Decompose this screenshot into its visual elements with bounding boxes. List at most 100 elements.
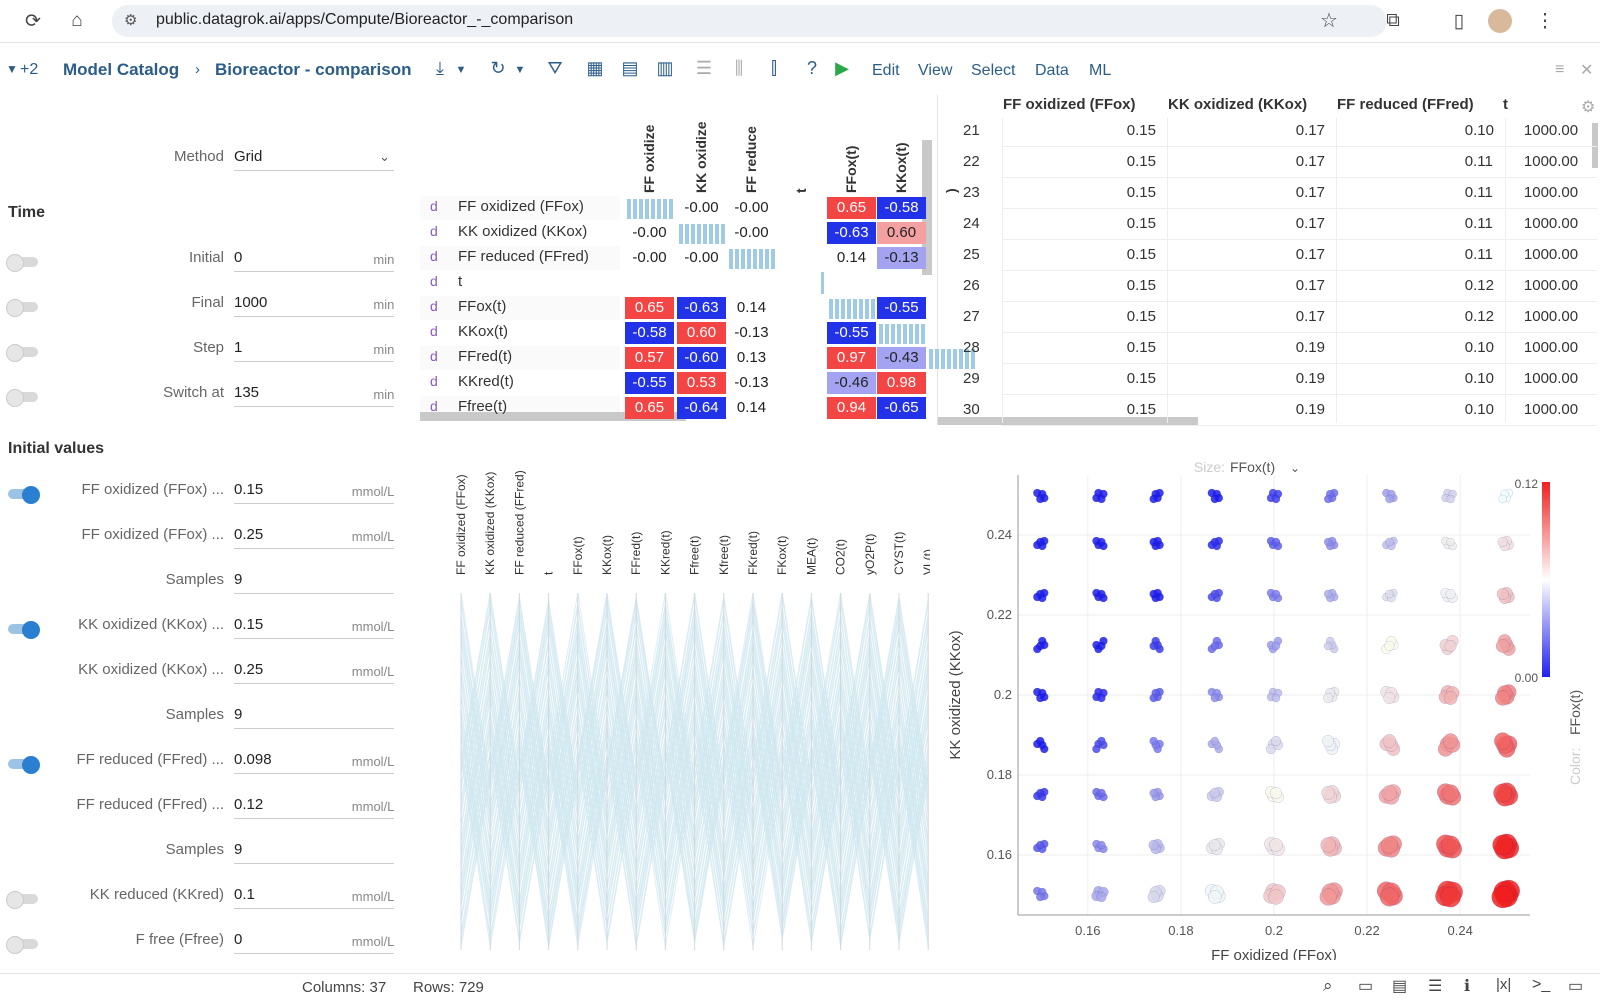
scatter-point[interactable] bbox=[1323, 494, 1333, 504]
grid-column-header[interactable]: t bbox=[1503, 96, 1508, 113]
grid-cell[interactable]: 0.15 bbox=[1126, 153, 1156, 170]
extensions-icon[interactable]: ⧉ bbox=[1386, 10, 1400, 31]
scatter-point[interactable] bbox=[1036, 589, 1045, 599]
corr-row-label[interactable]: KKox(t) bbox=[458, 323, 509, 340]
grid-icon[interactable]: ▦ bbox=[586, 58, 604, 78]
grid-cell[interactable]: 0.10 bbox=[1464, 339, 1494, 356]
scatter-point[interactable] bbox=[1270, 735, 1282, 747]
scatter-point[interactable] bbox=[1442, 733, 1459, 749]
grid-cell[interactable]: 1000.00 bbox=[1523, 246, 1579, 263]
corr-cell[interactable]: -0.64 bbox=[677, 397, 726, 419]
grid-row-number[interactable]: 24 bbox=[963, 215, 980, 232]
presentation-icon[interactable]: ▭ bbox=[1568, 978, 1584, 995]
scatter-point[interactable] bbox=[1097, 840, 1106, 850]
pc-axis-label[interactable]: FKred(t) bbox=[746, 531, 760, 575]
corr-cell[interactable]: 0.65 bbox=[827, 197, 876, 219]
pc-axis-label[interactable]: Kfree(t) bbox=[717, 535, 731, 575]
address-bar[interactable]: ⚙ public.datagrok.ai/apps/Compute/Biorea… bbox=[112, 5, 1387, 37]
grid-cell[interactable]: 0.15 bbox=[1126, 277, 1156, 294]
param-input[interactable]: 0.1 bbox=[234, 884, 394, 909]
more-icon[interactable]: ⋮ bbox=[1535, 10, 1555, 32]
corr-cell[interactable]: -0.00 bbox=[684, 199, 719, 216]
grid-cell[interactable]: 0.11 bbox=[1464, 246, 1493, 263]
scatter-point[interactable] bbox=[1210, 589, 1220, 599]
scatter-point[interactable] bbox=[1097, 494, 1106, 504]
pc-axis-label[interactable]: KK oxidized (KKox) bbox=[483, 472, 497, 575]
scatter-point[interactable] bbox=[1036, 641, 1045, 651]
scatter-point[interactable] bbox=[1149, 494, 1158, 504]
grid-cell[interactable]: 0.15 bbox=[1126, 215, 1156, 232]
grid-cell[interactable]: 0.19 bbox=[1295, 401, 1325, 418]
pc-axis-label[interactable]: CYST(t) bbox=[892, 532, 906, 575]
toggle-switch[interactable] bbox=[8, 621, 40, 639]
grid-column-header[interactable]: FF reduced (FFred) bbox=[1337, 96, 1474, 113]
corr-cell[interactable]: 0.13 bbox=[736, 349, 767, 366]
grid-cell[interactable]: 0.17 bbox=[1295, 122, 1325, 139]
grid-cell[interactable]: 0.19 bbox=[1295, 370, 1325, 387]
grid-cell[interactable]: 0.17 bbox=[1295, 184, 1325, 201]
scatter-point[interactable] bbox=[1385, 589, 1394, 599]
gear-icon[interactable]: ⚙ bbox=[1581, 99, 1596, 116]
scatter-point[interactable] bbox=[1092, 744, 1101, 754]
scatter-point[interactable] bbox=[1445, 588, 1456, 600]
menu-data[interactable]: Data bbox=[1035, 62, 1069, 79]
corr-cell[interactable]: -0.00 bbox=[632, 224, 667, 241]
toggle-switch[interactable] bbox=[6, 344, 38, 362]
side-panel-icon[interactable]: ▯ bbox=[1453, 10, 1465, 32]
grid-cell[interactable]: 0.11 bbox=[1464, 153, 1493, 170]
corr-cell[interactable]: -0.65 bbox=[877, 397, 926, 419]
toolbar-more[interactable]: +2 bbox=[20, 61, 39, 78]
corr-col-header[interactable]: FF reduce bbox=[743, 126, 759, 193]
corr-cell[interactable]: -0.00 bbox=[632, 249, 667, 266]
grid-row-number[interactable]: 25 bbox=[963, 246, 980, 263]
vertical-scrollbar[interactable] bbox=[922, 140, 932, 275]
pc-axis-label[interactable]: MEA(t) bbox=[804, 538, 818, 575]
scatter-point[interactable] bbox=[1210, 693, 1220, 703]
scatter-point[interactable] bbox=[1440, 886, 1461, 908]
corr-cell[interactable]: -0.00 bbox=[734, 199, 769, 216]
scatter-point[interactable] bbox=[1097, 693, 1106, 703]
param-input[interactable]: 0 bbox=[234, 929, 394, 954]
scatter-point[interactable] bbox=[1210, 537, 1220, 547]
corr-row-label[interactable]: KK oxidized (KKox) bbox=[458, 223, 588, 240]
corr-cell[interactable]: -0.00 bbox=[734, 224, 769, 241]
grid-cell[interactable]: 0.10 bbox=[1464, 122, 1494, 139]
corr-cell[interactable]: -0.63 bbox=[677, 297, 726, 319]
x-axis-label[interactable]: FF oxidized (FFox) bbox=[1211, 947, 1337, 960]
scatter-point[interactable] bbox=[1036, 736, 1045, 746]
grid-cell[interactable]: 0.19 bbox=[1295, 339, 1325, 356]
param-input[interactable]: 9 bbox=[234, 569, 394, 594]
scatter-point[interactable] bbox=[1322, 735, 1335, 747]
scatter-point[interactable] bbox=[1491, 885, 1514, 909]
scatter-point[interactable] bbox=[1320, 837, 1336, 853]
scatter-point[interactable] bbox=[1383, 692, 1396, 704]
chevron-down-icon[interactable]: ▼ bbox=[455, 64, 467, 76]
scatter-point[interactable] bbox=[1149, 537, 1158, 547]
grid-row-number[interactable]: 27 bbox=[963, 308, 980, 325]
scatter-point[interactable] bbox=[1323, 641, 1333, 651]
sliders-icon[interactable]: ☰ bbox=[1428, 978, 1443, 995]
pc-axis-label[interactable]: FFox(t) bbox=[571, 536, 585, 575]
scatter-point[interactable] bbox=[1036, 788, 1045, 798]
scatter-point[interactable] bbox=[1323, 537, 1333, 547]
scatter-point[interactable] bbox=[1492, 834, 1514, 856]
parallel-coordinates-plot[interactable]: FF oxidized (FFox) KK oxidized (KKox) FF r… bbox=[440, 460, 930, 960]
corr-cell[interactable]: -0.46 bbox=[827, 372, 876, 394]
grid-row-number[interactable]: 23 bbox=[963, 184, 980, 201]
scatter-point[interactable] bbox=[1381, 785, 1398, 801]
grid-cell[interactable]: 0.15 bbox=[1126, 184, 1156, 201]
scatter-point[interactable] bbox=[1380, 836, 1398, 854]
grid-split-icon[interactable]: ▥ bbox=[656, 58, 674, 78]
remove-columns-icon[interactable]: ⫼ bbox=[734, 58, 744, 78]
param-input[interactable]: 1000 bbox=[234, 292, 394, 317]
grid-cell[interactable]: 1000.00 bbox=[1523, 122, 1579, 139]
pc-axis-label[interactable]: KKox(t) bbox=[600, 535, 614, 575]
corr-cell[interactable]: 0.53 bbox=[677, 372, 726, 394]
scatter-point[interactable] bbox=[1323, 692, 1334, 704]
chevron-down-icon[interactable]: ▼ bbox=[514, 64, 526, 76]
corr-row-label[interactable]: FFred(t) bbox=[458, 348, 513, 365]
scatter-point[interactable] bbox=[1208, 839, 1221, 851]
scatter-point[interactable] bbox=[1441, 784, 1460, 802]
menu-select[interactable]: Select bbox=[971, 62, 1016, 79]
grid-cell[interactable]: 0.15 bbox=[1126, 370, 1156, 387]
